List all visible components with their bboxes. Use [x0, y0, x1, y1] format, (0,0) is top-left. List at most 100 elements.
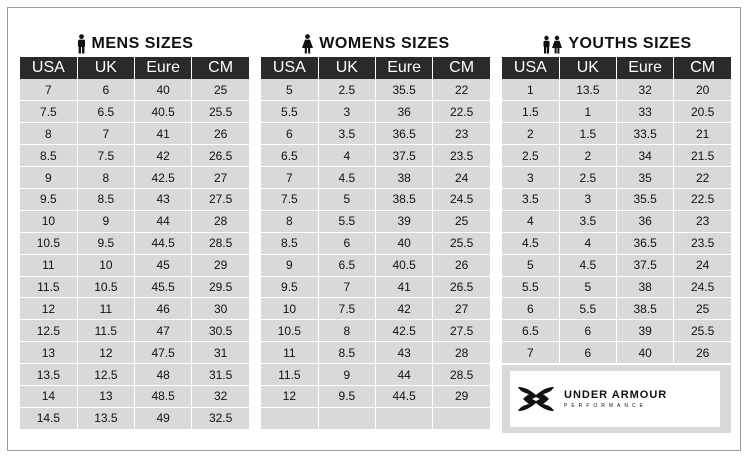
column-header-uk: UK	[318, 57, 377, 79]
table-cell: 42.5	[375, 319, 434, 343]
table-row: 12.5 11.5 47 30.5	[20, 319, 249, 343]
table-cell: 27	[191, 166, 249, 189]
table-cell: 31.5	[191, 363, 249, 386]
table-cell: 24	[432, 166, 490, 189]
table-cell: 32.5	[191, 407, 249, 430]
table-cell: 3	[318, 100, 377, 124]
table-cell: 47	[134, 319, 193, 343]
table-cell: 36	[375, 100, 434, 124]
table-cell: 10.5	[77, 276, 136, 299]
table-cell: 13	[20, 341, 78, 365]
table-cell: 29	[191, 254, 249, 277]
table-header-row: USA UK Eure CM	[20, 57, 249, 79]
table-cell: 8	[318, 319, 377, 343]
table-cell: 38.5	[375, 188, 434, 211]
table-row: 9.5 8.5 43 27.5	[20, 188, 249, 211]
table-cell: 26	[432, 254, 490, 277]
table-cell: 38	[375, 166, 434, 189]
brand-name: UNDER ARMOUR	[564, 389, 668, 401]
table-cell: 40.5	[134, 100, 193, 124]
table-cell: 23.5	[432, 144, 490, 168]
table-cell: 44.5	[375, 385, 434, 408]
table-cell: 25	[432, 210, 490, 233]
column-header-eure: Eure	[134, 57, 193, 79]
table-cell: 10.5	[261, 319, 319, 343]
table-cell: 3.5	[502, 188, 560, 211]
table-row: 7 6 40 25	[20, 79, 249, 102]
table-cell: 25.5	[673, 319, 731, 343]
table-cell: 42	[134, 144, 193, 168]
table-cell	[261, 407, 319, 430]
column-header-cm: CM	[191, 57, 249, 79]
table-cell: 10	[261, 297, 319, 321]
table-cell: 30	[191, 297, 249, 321]
table-row: 10.5 9.5 44.5 28.5	[20, 232, 249, 255]
table-cell: 46	[134, 297, 193, 321]
table-cell: 13.5	[77, 407, 136, 430]
table-cell: 28	[432, 341, 490, 365]
table-cell: 5.5	[261, 100, 319, 124]
table-cell	[432, 407, 490, 430]
table-cell: 13.5	[559, 79, 618, 102]
table-row: 9.5 7 41 26.5	[261, 276, 490, 299]
table-row: 6.5 6 39 25.5	[502, 319, 731, 343]
table-cell: 12.5	[77, 363, 136, 386]
table-cell: 45	[134, 254, 193, 277]
table-cell: 9.5	[318, 385, 377, 408]
table-cell: 9	[261, 254, 319, 277]
brand-logo: UNDER ARMOUR PERFORMANCE	[510, 371, 720, 427]
table-cell: 25	[191, 79, 249, 102]
children-icon	[541, 34, 563, 54]
table-cell: 8.5	[20, 144, 78, 168]
table-cell: 44	[375, 363, 434, 386]
table-cell: 44	[134, 210, 193, 233]
table-row: 9 8 42.5 27	[20, 166, 249, 189]
table-cell: 31	[191, 341, 249, 365]
table-cell: 40.5	[375, 254, 434, 277]
table-cell: 4.5	[559, 254, 618, 277]
table-cell: 11	[77, 297, 136, 321]
mens-title: MENS SIZES	[20, 30, 249, 57]
table-row: 6.5 4 37.5 23.5	[261, 144, 490, 168]
table-cell: 2.5	[502, 144, 560, 168]
table-cell: 38.5	[616, 297, 675, 321]
table-cell: 40	[375, 232, 434, 255]
brand-box: UNDER ARMOUR PERFORMANCE	[502, 365, 731, 433]
table-row: 10.5 8 42.5 27.5	[261, 319, 490, 343]
table-cell: 42.5	[134, 166, 193, 189]
table-cell: 40	[134, 79, 193, 102]
table-cell: 13	[77, 385, 136, 408]
table-cell	[318, 407, 377, 430]
table-cell: 24	[673, 254, 731, 277]
table-cell: 1.5	[559, 122, 618, 146]
table-cell: 9	[20, 166, 78, 189]
table-row: 9 6.5 40.5 26	[261, 254, 490, 277]
womens-title: WOMENS SIZES	[261, 30, 490, 57]
table-cell: 39	[375, 210, 434, 233]
column-header-usa: USA	[20, 57, 78, 79]
table-row: 4 3.5 36 23	[502, 210, 731, 233]
table-cell: 12	[77, 341, 136, 365]
table-cell: 36.5	[375, 122, 434, 146]
youths-size-table: USA UK Eure CM 1 13.5 32 20 1.5 1 33 20.5 2 1.5 33.5 2…	[502, 57, 731, 365]
table-row: 10 7.5 42 27	[261, 297, 490, 321]
table-row: 3.5 3 35.5 22.5	[502, 188, 731, 211]
table-cell: 6.5	[502, 319, 560, 343]
man-icon	[76, 33, 87, 54]
table-cell: 2	[559, 144, 618, 168]
table-cell: 44.5	[134, 232, 193, 255]
table-cell: 38	[616, 276, 675, 299]
table-cell: 7	[77, 122, 136, 146]
table-cell: 22.5	[432, 100, 490, 124]
table-row: 8 7 41 26	[20, 122, 249, 146]
table-header-row: USA UK Eure CM	[502, 57, 731, 79]
table-row: 7 6 40 26	[502, 341, 731, 365]
table-cell: 3.5	[318, 122, 377, 146]
table-cell: 7.5	[261, 188, 319, 211]
table-cell: 8	[20, 122, 78, 146]
table-cell: 32	[191, 385, 249, 408]
table-cell: 5	[502, 254, 560, 277]
table-cell: 39	[616, 319, 675, 343]
table-cell: 37.5	[616, 254, 675, 277]
column-header-uk: UK	[77, 57, 136, 79]
